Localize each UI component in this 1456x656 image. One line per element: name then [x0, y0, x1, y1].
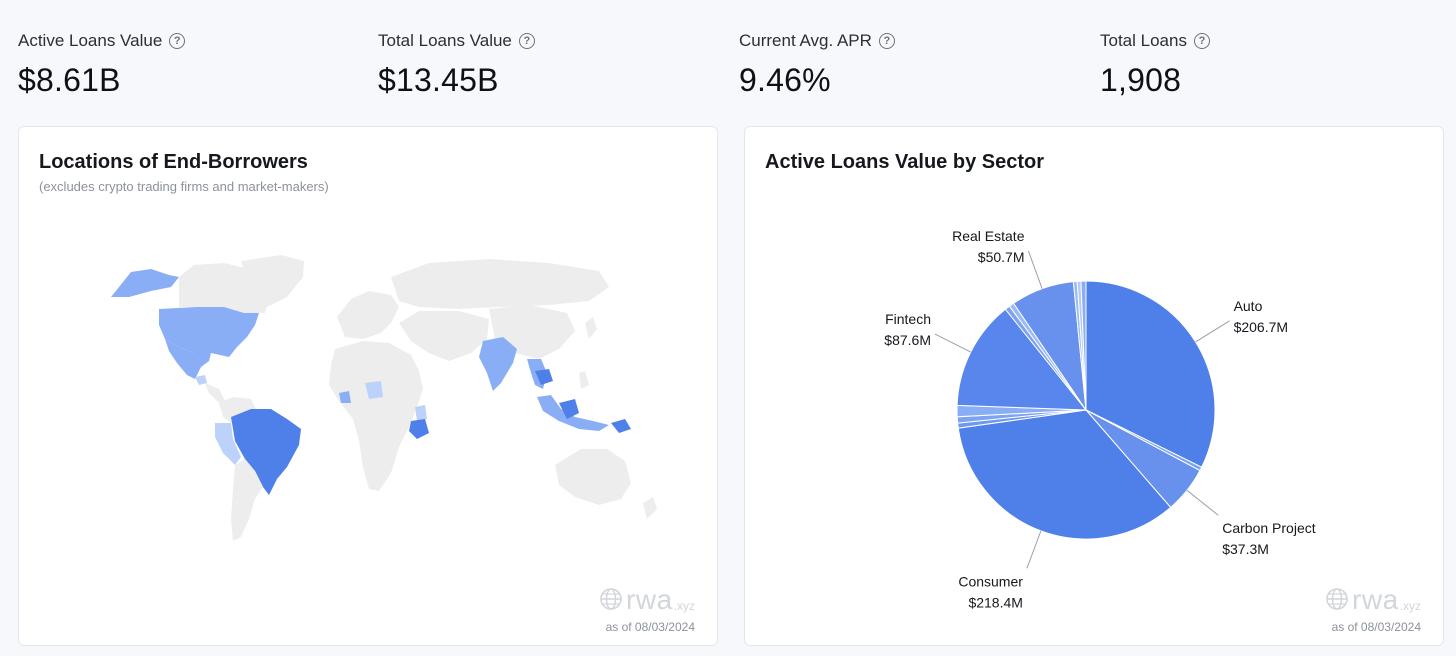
stat-value: 9.46% [739, 62, 831, 98]
map-country-kenya[interactable] [415, 405, 427, 421]
map-country-papua[interactable] [611, 419, 631, 433]
help-icon[interactable]: ? [1193, 33, 1210, 49]
watermark-brand: rwa [1352, 584, 1399, 615]
map-country-tanzania[interactable] [409, 419, 429, 439]
slice-label: Fintech [885, 311, 931, 327]
stat-value: $8.61B [18, 62, 121, 98]
map-country-central-america[interactable] [205, 383, 225, 403]
globe-icon [600, 588, 622, 610]
pie-slice-other-i[interactable] [1080, 280, 1087, 411]
map-card-subtitle: (excludes crypto trading firms and marke… [39, 179, 329, 194]
slice-value-label: $50.7M [978, 249, 1025, 265]
watermark: rwa .xyz [1325, 584, 1421, 615]
map-card: Locations of End-Borrowers (excludes cry… [18, 126, 718, 646]
map-country-india[interactable] [479, 337, 517, 391]
map-country-canada[interactable] [179, 263, 269, 313]
stat-value: 1,908 [1100, 62, 1182, 98]
slice-value-label: $37.3M [1222, 541, 1269, 557]
stat-current-avg-apr: Current Avg. APR ? 9.46% [739, 30, 895, 99]
stat-value: $13.45B [378, 62, 499, 98]
watermark-tld: .xyz [1399, 599, 1421, 613]
slice-label: Real Estate [952, 228, 1025, 244]
watermark-brand: rwa [626, 584, 673, 615]
pie-slice-consumer[interactable] [957, 409, 1172, 540]
map-card-title: Locations of End-Borrowers [39, 151, 308, 173]
stat-label: Total Loans Value [378, 31, 512, 50]
slice-label: Auto [1234, 298, 1263, 314]
leader-line [1186, 489, 1219, 516]
leader-line [1028, 250, 1043, 289]
leader-line [934, 333, 971, 353]
map-country-borneo[interactable] [559, 399, 579, 419]
map-country-brazil[interactable] [231, 409, 301, 495]
map-country-alaska[interactable] [111, 269, 179, 297]
slice-label: Consumer [958, 573, 1023, 589]
stats-row: Active Loans Value ? $8.61B Total Loans … [0, 0, 1456, 126]
sector-pie-chart: Auto $206.7M Carbon Project $37.3M Consumer $… [884, 228, 1315, 610]
map-country-guatemala[interactable] [195, 375, 207, 385]
watermark: rwa .xyz [599, 584, 695, 615]
map-country-russia[interactable] [391, 259, 609, 309]
pie-slice-fintech[interactable] [956, 308, 1088, 411]
map-country-australia[interactable] [555, 449, 631, 505]
sector-card: Active Loans Value by Sector Auto $206.7M… [744, 126, 1444, 646]
sector-card-title: Active Loans Value by Sector [765, 151, 1044, 173]
map-country-new-zealand[interactable] [643, 497, 657, 519]
map-country-africa[interactable] [329, 341, 423, 491]
map-country-japan[interactable] [585, 317, 597, 339]
world-map [111, 255, 657, 541]
slice-value-label: $87.6M [884, 332, 931, 348]
stat-label: Active Loans Value [18, 31, 163, 50]
map-country-mexico[interactable] [165, 339, 211, 379]
as-of-date: as of 08/03/2024 [605, 620, 695, 634]
help-icon[interactable]: ? [518, 33, 535, 49]
map-country-indonesia[interactable] [537, 395, 609, 431]
map-country-europe[interactable] [337, 291, 399, 339]
stat-total-loans: Total Loans ? 1,908 [1100, 30, 1210, 99]
map-country-nigeria[interactable] [365, 381, 383, 399]
as-of-date: as of 08/03/2024 [1331, 620, 1421, 634]
help-icon[interactable]: ? [169, 33, 186, 49]
stat-total-loans-value: Total Loans Value ? $13.45B [378, 30, 535, 99]
stat-active-loans-value: Active Loans Value ? $8.61B [18, 30, 186, 99]
globe-icon [1326, 588, 1348, 610]
slice-label: Carbon Project [1222, 520, 1315, 536]
map-country-middle-east[interactable] [399, 311, 489, 361]
map-country-united-states[interactable] [159, 307, 259, 357]
leader-line [1195, 320, 1230, 343]
map-country-argentina[interactable] [231, 459, 263, 541]
map-country-peru[interactable] [215, 423, 241, 465]
help-icon[interactable]: ? [878, 33, 895, 49]
map-country-cote-divoire[interactable] [339, 391, 351, 403]
map-country-cambodia[interactable] [535, 369, 553, 385]
stat-label: Current Avg. APR [739, 31, 872, 50]
map-country-philippines[interactable] [579, 371, 589, 389]
leader-line [1026, 530, 1042, 569]
stat-label: Total Loans [1100, 31, 1187, 50]
slice-value-label: $218.4M [968, 594, 1022, 610]
watermark-tld: .xyz [673, 599, 695, 613]
slice-value-label: $206.7M [1234, 319, 1288, 335]
